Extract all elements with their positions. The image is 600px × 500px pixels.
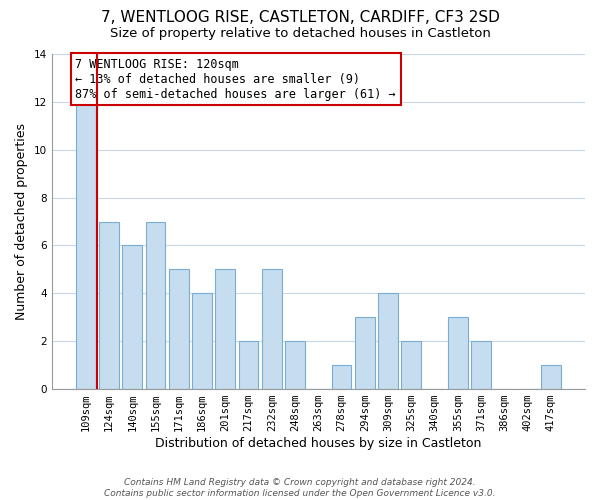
Text: 7, WENTLOOG RISE, CASTLETON, CARDIFF, CF3 2SD: 7, WENTLOOG RISE, CASTLETON, CARDIFF, CF… bbox=[101, 10, 499, 25]
Text: 7 WENTLOOG RISE: 120sqm
← 13% of detached houses are smaller (9)
87% of semi-det: 7 WENTLOOG RISE: 120sqm ← 13% of detache… bbox=[76, 58, 396, 100]
Bar bbox=[378, 294, 398, 389]
Text: Contains HM Land Registry data © Crown copyright and database right 2024.
Contai: Contains HM Land Registry data © Crown c… bbox=[104, 478, 496, 498]
Bar bbox=[541, 365, 561, 389]
Bar bbox=[169, 270, 188, 389]
Bar bbox=[76, 102, 95, 389]
Bar bbox=[448, 318, 468, 389]
Bar bbox=[239, 341, 259, 389]
Bar bbox=[332, 365, 352, 389]
Bar bbox=[215, 270, 235, 389]
Bar bbox=[471, 341, 491, 389]
Text: Size of property relative to detached houses in Castleton: Size of property relative to detached ho… bbox=[110, 28, 490, 40]
Bar bbox=[99, 222, 119, 389]
X-axis label: Distribution of detached houses by size in Castleton: Distribution of detached houses by size … bbox=[155, 437, 482, 450]
Bar bbox=[122, 246, 142, 389]
Bar bbox=[146, 222, 166, 389]
Bar bbox=[285, 341, 305, 389]
Bar bbox=[262, 270, 282, 389]
Bar bbox=[192, 294, 212, 389]
Y-axis label: Number of detached properties: Number of detached properties bbox=[15, 123, 28, 320]
Bar bbox=[401, 341, 421, 389]
Bar bbox=[355, 318, 375, 389]
